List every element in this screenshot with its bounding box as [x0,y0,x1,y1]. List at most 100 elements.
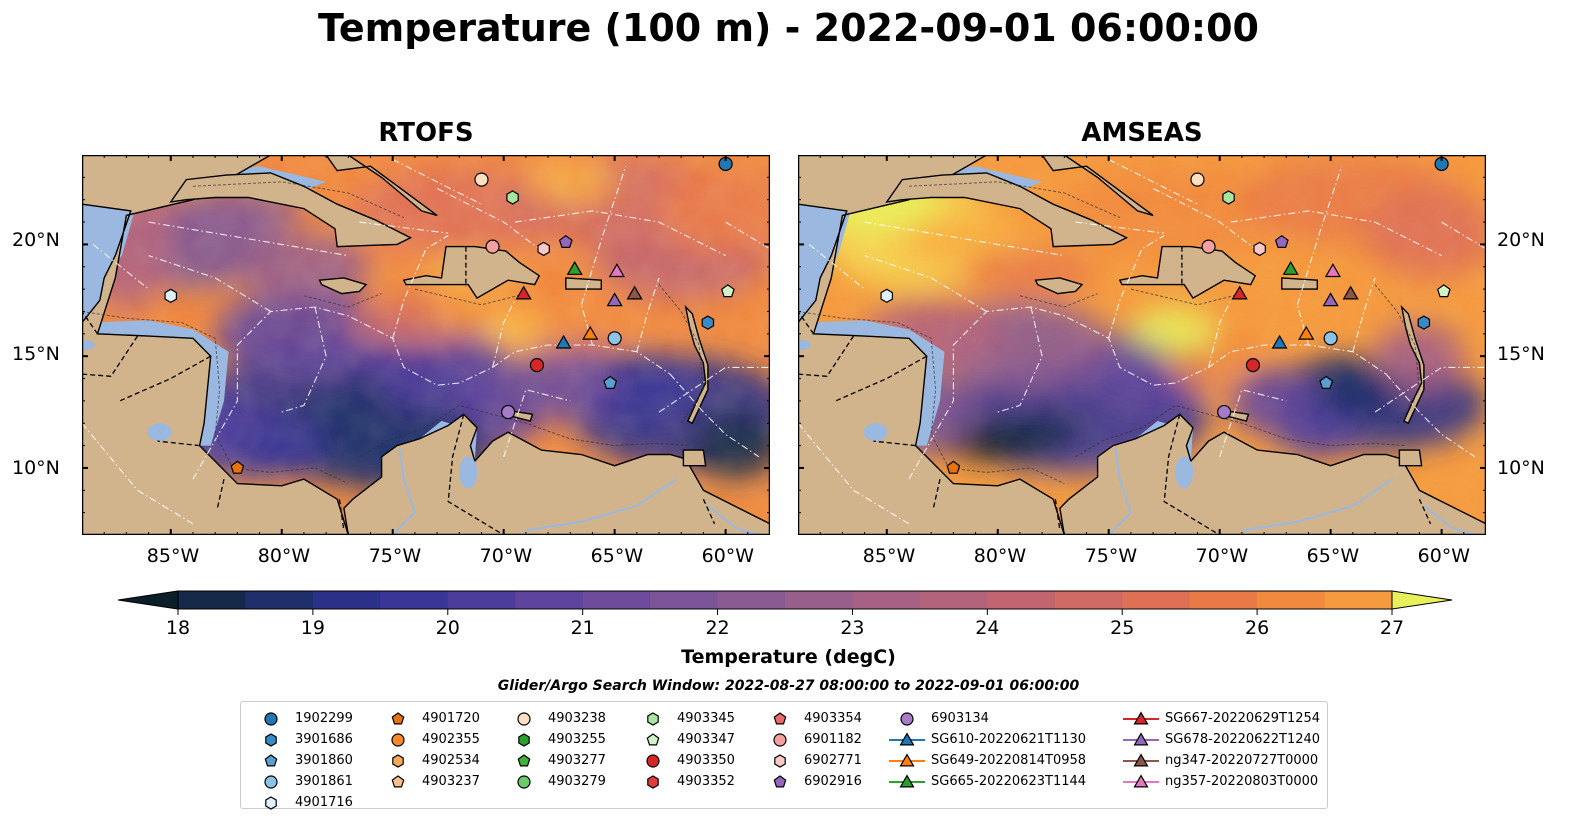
colorbar-tick-label-27: 27 [1379,617,1405,639]
figure-title: Temperature (100 m) - 2022-09-01 06:00:0… [317,6,1259,50]
obs-marker-ng357-20220803T0000 [608,263,625,278]
colorbar-bin [380,591,449,609]
legend-marker-pentagon-icon [646,733,660,746]
lat-label-20n-right: 20°N [1497,229,1545,251]
legend-label: 4901716 [295,795,353,810]
obs-marker-ng347-20220727T0000 [1342,285,1359,300]
lon-label-amseas-5: 60°W [1417,545,1471,567]
colorbar-bin [245,591,314,609]
legend-symbol [773,775,787,788]
colorbar-bin [650,591,719,609]
legend-label: ng347-20220727T0000 [1165,753,1319,768]
obs-marker-SG678-20220622T1240 [606,292,623,307]
legend-label: 4903237 [422,774,480,789]
legend-symbol [646,754,660,768]
legend-symbol [264,775,278,789]
colorbar-bin [582,591,651,609]
colorbar-bin [312,591,381,609]
legend-marker-pentagon-icon [517,754,531,767]
obs-marker-6901182 [485,239,500,254]
colorbar-extend-min [117,590,179,610]
obs-marker-4901720 [946,460,961,474]
legend-label: 3901686 [295,732,353,747]
colorbar-tick-label-25: 25 [1110,617,1135,639]
obs-marker-3901860 [603,375,618,389]
legend-marker-pentagon-icon [391,775,405,788]
lat-label-20n-left: 20°N [12,229,60,251]
colorbar-bin [919,591,988,609]
obs-marker-SG665-20220623T1144 [1282,260,1299,275]
legend-label: 4902355 [422,732,480,747]
legend-symbol [899,753,915,767]
legend-marker-triangle-icon [889,774,925,788]
legend-label: 4903345 [677,711,735,726]
legend-label: 4903354 [804,711,862,726]
obs-marker-4903347 [720,284,735,298]
obs-marker-6902916 [558,234,573,249]
legend-label: ng357-20220803T0000 [1165,774,1319,789]
colorbar-tick-label-22: 22 [705,617,730,639]
legend-marker-pentagon-icon [773,775,787,788]
obs-marker-ng347-20220727T0000 [626,285,643,300]
lat-label-10n-left: 10°N [12,457,60,479]
obs-marker-4903345 [506,190,519,205]
colorbar-bin [178,591,247,609]
lon-label-amseas-2: 75°W [1084,545,1138,567]
colorbar-tick-label-23: 23 [840,617,865,639]
legend-label: SG665-20220623T1144 [931,774,1087,789]
legend-symbol [517,754,531,767]
colorbar-bin [717,591,786,609]
legend-symbol [392,754,404,768]
legend-symbol [265,796,277,810]
obs-marker-SG610-20220621T1130 [555,334,572,349]
colorbar-extend-max [1391,590,1453,610]
legend-marker-hexagon-icon [647,712,659,726]
obs-marker-SG649-20220814T0958 [582,325,599,340]
legend-symbol [265,733,277,747]
obs-marker-3901686 [701,315,715,330]
legend-marker-hexagon-icon [774,754,786,768]
colorbar-tick-label-19: 19 [300,617,325,639]
lon-label-rtofs-5: 60°W [701,545,755,567]
lat-label-10n-right: 10°N [1497,457,1545,479]
legend-marker-hexagon-icon [518,733,530,747]
legend-marker-hexagon-icon [647,775,659,789]
legend-marker-triangle-icon [1123,732,1159,746]
search-window-label: Glider/Argo Search Window: 2022-08-27 08… [497,678,1080,694]
obs-marker-4903350 [1245,358,1261,373]
legend-marker-pentagon-icon [773,712,787,725]
legend-marker-circle-icon [646,754,660,768]
obs-marker-SG610-20220621T1130 [1271,334,1288,349]
obs-marker-4901716 [880,288,894,303]
obs-marker-SG667-20220629T1254 [1231,285,1248,300]
legend-label: 3901860 [295,753,353,768]
lon-label-rtofs-0: 85°W [146,545,200,567]
colorbar-bin [515,591,584,609]
legend-marker-pentagon-icon [264,754,278,767]
colorbar-tick-label-26: 26 [1245,617,1270,639]
legend-symbol [773,712,787,725]
legend-symbol [391,733,405,747]
legend-symbol [773,733,787,747]
legend-marker-triangle-icon [1123,774,1159,788]
obs-marker-6902771 [537,241,550,257]
lon-label-amseas-0: 85°W [862,545,916,567]
legend-marker-circle-icon [517,712,531,726]
legend-marker-hexagon-icon [265,733,277,747]
panel-title-amseas: AMSEAS [1081,118,1203,148]
obs-marker-6901182 [1201,239,1216,254]
legend-marker-circle-icon [900,712,914,726]
colorbar-bin [1122,591,1191,609]
obs-marker-ng357-20220803T0000 [1324,263,1341,278]
obs-marker-6902771 [1253,241,1266,257]
legend-label: 4902534 [422,753,480,768]
legend-symbol [518,733,530,747]
legend-symbol [391,775,405,788]
colorbar-title: Temperature (degC) [681,646,896,668]
legend-label: 4903350 [677,753,735,768]
colorbar-bin [447,591,516,609]
lon-label-amseas-3: 70°W [1195,545,1249,567]
obs-marker-4903238 [474,172,489,187]
obs-marker-4901716 [164,288,178,303]
legend-symbol [900,712,914,726]
